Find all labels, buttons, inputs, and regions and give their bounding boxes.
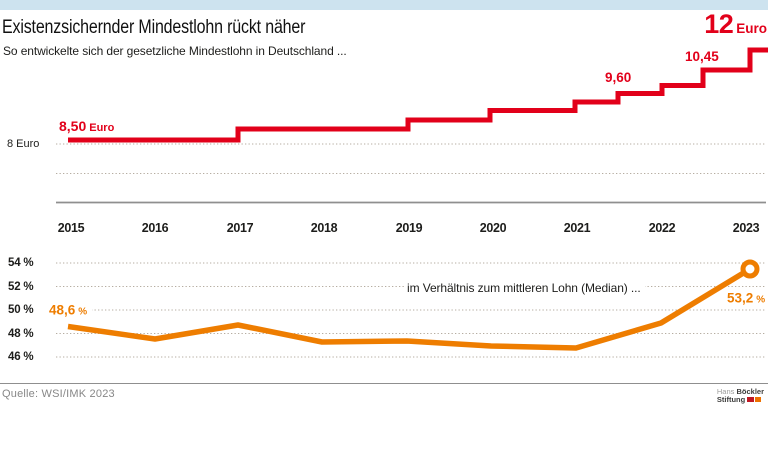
- logo-block-orange: [754, 397, 762, 402]
- ratio-end-label: 53,2 %: [727, 291, 765, 306]
- wage-end-unit: Euro: [736, 21, 767, 36]
- x-tick-label: 2023: [732, 221, 760, 235]
- wage-end-label: 12 Euro: [704, 11, 767, 38]
- ratio-start-value: 48,6: [49, 302, 76, 318]
- y-tick-label: 54 %: [8, 257, 34, 269]
- x-tick-label: 2020: [479, 221, 507, 235]
- euro-axis-tick-label: 8 Euro: [7, 138, 40, 150]
- wage-start-unit: Euro: [89, 122, 115, 134]
- y-tick-label: 52 %: [8, 280, 34, 293]
- x-tick-label: 2016: [141, 221, 169, 235]
- page-title: Existenzsichernder Mindestlohn rückt näh…: [2, 16, 306, 38]
- x-tick-label: 2015: [57, 221, 85, 235]
- logo-block-red: [747, 397, 754, 402]
- hans-boeckler-stiftung-logo: Hans Böckler Stiftung: [717, 388, 764, 403]
- source-note: Quelle: WSI/IMK 2023: [2, 388, 115, 400]
- x-tick-label: 2022: [648, 221, 676, 235]
- wage-start-label: 8,50 Euro: [59, 118, 114, 134]
- ratio-endpoint-marker: [740, 259, 760, 279]
- x-tick-label: 2018: [310, 221, 338, 235]
- logo-text-boeckler: Böckler: [736, 387, 764, 396]
- logo-color-blocks: [747, 397, 762, 402]
- ratio-annotation: im Verhältnis zum mittleren Lohn (Median…: [405, 280, 645, 296]
- footer-divider: [0, 383, 768, 384]
- wage-960-label: 9,60: [605, 70, 632, 85]
- ratio-line: [67, 266, 752, 351]
- minimum-wage-step-line: [68, 47, 768, 143]
- wage-end-value: 12: [704, 9, 734, 39]
- y-tick-label: 48 %: [8, 327, 34, 340]
- y-tick-label: 46 %: [8, 351, 34, 363]
- ratio-end-value: 53,2: [727, 290, 754, 306]
- x-tick-label: 2021: [563, 221, 591, 235]
- logo-text-stiftung: Stiftung: [716, 394, 746, 404]
- ratio-end-unit: %: [756, 294, 766, 306]
- accent-bar: [0, 0, 768, 10]
- ratio-start-label: 48,6 %: [47, 301, 93, 319]
- wage-start-value: 8,50: [59, 118, 87, 134]
- page-subtitle: So entwickelte sich der gesetzliche Mind…: [3, 44, 347, 58]
- logo-text-hans: Hans: [716, 387, 735, 396]
- wage-1045-label: 10,45: [685, 49, 719, 64]
- ratio-start-unit: %: [78, 306, 88, 318]
- y-tick-label: 50 %: [8, 304, 34, 316]
- x-tick-label: 2019: [395, 221, 423, 235]
- x-tick-label: 2017: [226, 221, 254, 235]
